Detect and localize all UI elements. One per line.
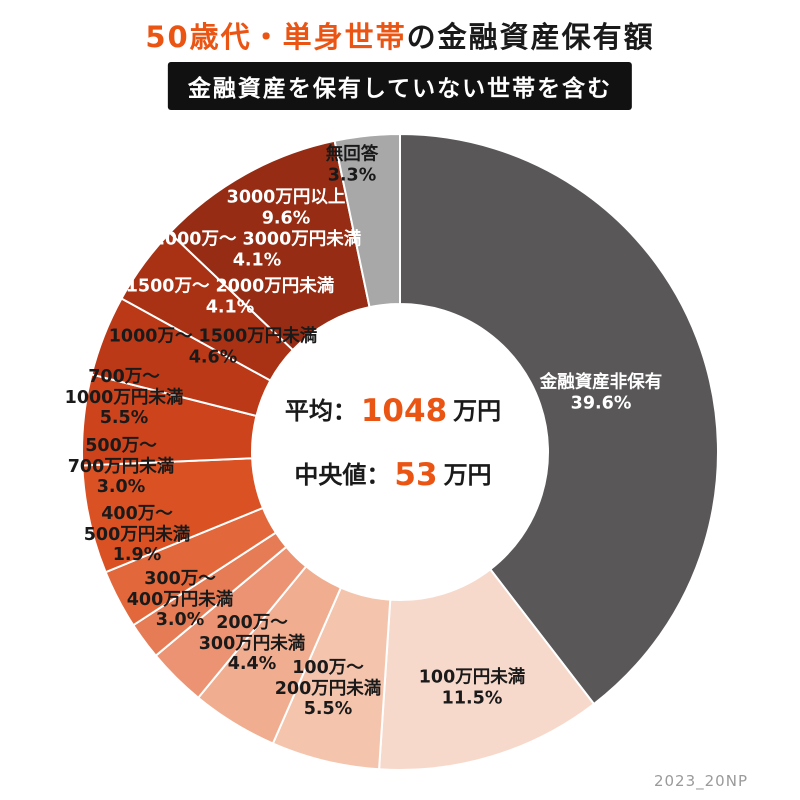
title-rest: の金融資産保有額: [406, 20, 655, 54]
median-value: 53: [394, 457, 438, 493]
average-value: 1048: [360, 393, 448, 429]
median-label: 中央値：: [294, 461, 391, 489]
watermark: 2023_20NP: [653, 772, 748, 790]
average-unit: 万円: [453, 397, 502, 425]
subtitle-badge: 金融資産を保有していない世帯を含む: [167, 62, 633, 110]
pie-segment-13: [333, 133, 401, 309]
title-highlight: 50歳代・単身世帯: [145, 20, 407, 54]
average-stat: 平均： 1048 万円: [285, 391, 501, 429]
page-title: 50歳代・単身世帯の金融資産保有額: [0, 14, 800, 56]
average-label: 平均：: [284, 397, 357, 425]
pie-segment-2: [378, 568, 595, 771]
median-stat: 中央値： 53 万円: [285, 455, 501, 493]
chart-center-stats: 平均： 1048 万円 中央値： 53 万円: [285, 391, 501, 519]
pie-segment-1: [399, 133, 719, 706]
median-unit: 万円: [443, 461, 492, 489]
